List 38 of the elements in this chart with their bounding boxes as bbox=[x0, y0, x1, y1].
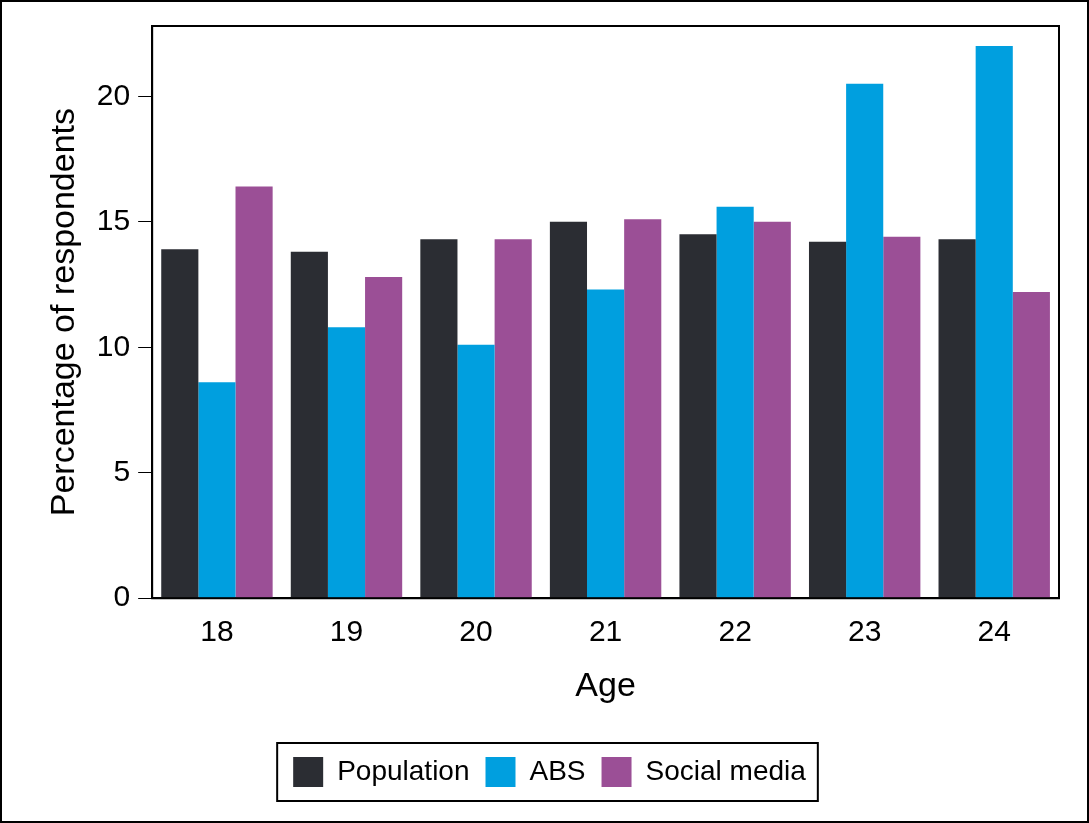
bar bbox=[846, 83, 884, 598]
bar bbox=[235, 186, 273, 598]
x-tick-label: 20 bbox=[459, 614, 493, 648]
y-tick-label: 15 bbox=[96, 203, 131, 237]
bar bbox=[624, 219, 662, 598]
x-tick-label: 21 bbox=[588, 614, 623, 648]
bar bbox=[290, 251, 328, 598]
legend-label: Social media bbox=[645, 754, 807, 786]
bar bbox=[1012, 292, 1050, 598]
x-tick-label: 24 bbox=[977, 614, 1011, 648]
bar bbox=[161, 249, 199, 598]
bar bbox=[457, 344, 495, 598]
bar bbox=[975, 46, 1013, 598]
x-tick-label: 18 bbox=[200, 614, 234, 648]
bar bbox=[883, 236, 921, 598]
y-tick-label: 20 bbox=[96, 77, 131, 111]
y-axis-title: Percentage of respondents bbox=[42, 107, 81, 517]
x-tick-label: 23 bbox=[847, 614, 882, 648]
bar bbox=[198, 382, 236, 598]
legend-label: Population bbox=[337, 754, 470, 786]
bar bbox=[549, 221, 588, 598]
bar bbox=[420, 239, 458, 598]
bar bbox=[753, 221, 791, 598]
x-tick-label: 22 bbox=[718, 614, 752, 648]
x-tick-label: 19 bbox=[329, 614, 364, 648]
x-axis-title: Age bbox=[575, 664, 636, 703]
bar bbox=[494, 239, 532, 598]
bar bbox=[716, 206, 754, 598]
legend-label: ABS bbox=[529, 754, 586, 786]
y-tick-label: 5 bbox=[113, 453, 131, 487]
bar bbox=[938, 239, 976, 598]
bar bbox=[327, 327, 366, 598]
bar bbox=[679, 234, 717, 598]
bar bbox=[587, 289, 625, 598]
bar bbox=[365, 276, 403, 598]
y-tick-label: 10 bbox=[96, 328, 131, 362]
y-tick-label: 0 bbox=[113, 579, 131, 613]
bar bbox=[808, 241, 847, 598]
